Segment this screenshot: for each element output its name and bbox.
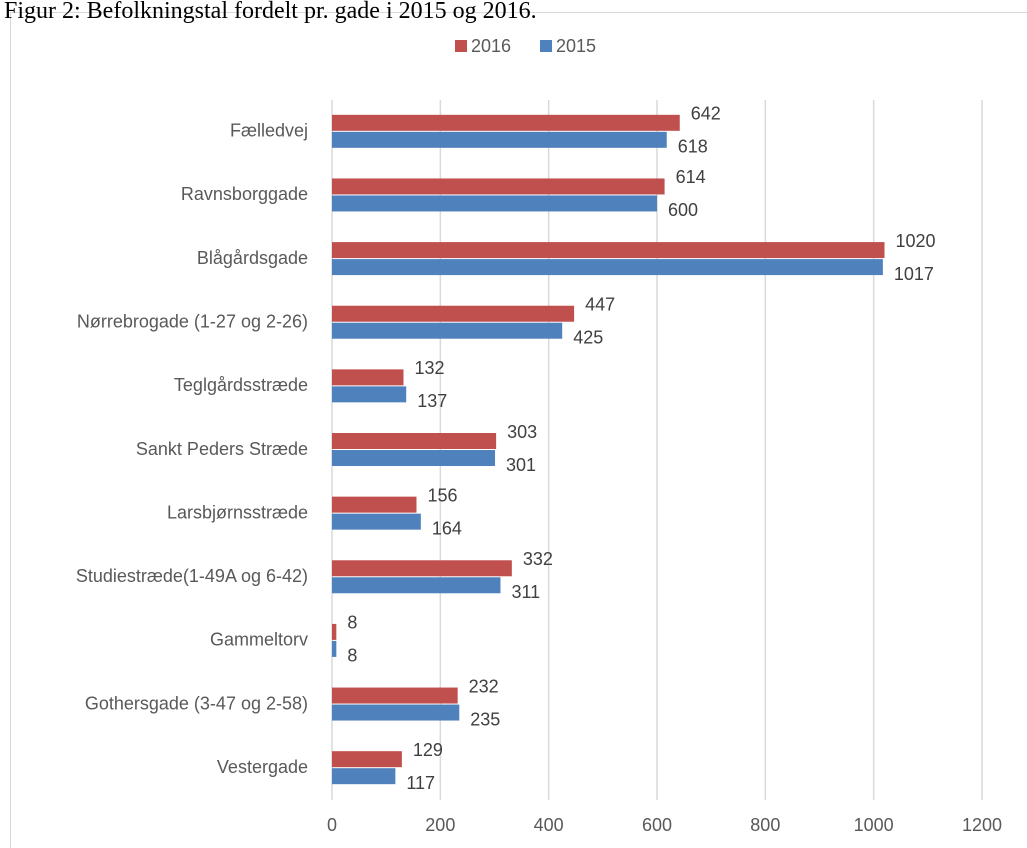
legend-swatch bbox=[540, 40, 552, 52]
data-label: 132 bbox=[415, 358, 445, 378]
x-tick-label: 0 bbox=[327, 815, 337, 835]
bar bbox=[332, 577, 501, 594]
bar bbox=[332, 751, 402, 768]
bar bbox=[332, 131, 667, 148]
data-label: 117 bbox=[406, 773, 435, 793]
y-tick-label: Gothersgade (3-47 og 2-58) bbox=[85, 693, 308, 713]
bar bbox=[332, 623, 337, 640]
y-tick-label: Nørrebrogade (1-27 og 2-26) bbox=[77, 311, 308, 331]
bar bbox=[332, 496, 417, 513]
bar bbox=[332, 687, 458, 704]
data-label: 425 bbox=[573, 327, 603, 347]
bar bbox=[332, 305, 575, 322]
data-label: 303 bbox=[507, 422, 537, 442]
x-tick-label: 400 bbox=[534, 815, 564, 835]
chart-border bbox=[10, 12, 1027, 848]
data-label: 447 bbox=[585, 294, 615, 314]
data-label: 332 bbox=[523, 549, 553, 569]
data-label: 311 bbox=[511, 582, 540, 602]
x-tick-label: 200 bbox=[425, 815, 455, 835]
bar bbox=[332, 369, 404, 386]
bar bbox=[332, 259, 883, 276]
data-label: 235 bbox=[470, 709, 500, 729]
bar bbox=[332, 386, 407, 403]
bar bbox=[332, 704, 460, 721]
data-label: 301 bbox=[506, 455, 536, 475]
y-tick-label: Sankt Peders Stræde bbox=[136, 439, 308, 459]
y-tick-label: Vestergade bbox=[217, 757, 308, 777]
bar bbox=[332, 513, 421, 530]
data-label: 600 bbox=[668, 200, 698, 220]
bar bbox=[332, 322, 563, 339]
bar bbox=[332, 560, 512, 577]
bar bbox=[332, 640, 337, 657]
y-tick-label: Gammeltorv bbox=[210, 630, 308, 650]
bar bbox=[332, 242, 885, 259]
bar bbox=[332, 195, 657, 212]
x-tick-label: 600 bbox=[642, 815, 672, 835]
data-label: 8 bbox=[347, 646, 357, 666]
x-tick-label: 800 bbox=[750, 815, 780, 835]
bar bbox=[332, 178, 665, 195]
bar bbox=[332, 450, 496, 466]
data-label: 642 bbox=[691, 104, 721, 124]
data-label: 1017 bbox=[894, 264, 934, 284]
y-tick-label: Blågårdsgade bbox=[197, 248, 308, 268]
bar bbox=[332, 433, 497, 449]
bar bbox=[332, 768, 396, 785]
data-label: 1020 bbox=[896, 231, 936, 251]
data-label: 232 bbox=[469, 676, 499, 696]
data-label: 164 bbox=[432, 518, 462, 538]
chart-title: Figur 2: Befolkningstal fordelt pr. gade… bbox=[4, 0, 537, 24]
data-label: 614 bbox=[676, 167, 706, 187]
legend-label: 2016 bbox=[471, 36, 511, 56]
legend-label: 2015 bbox=[556, 36, 596, 56]
y-tick-label: Teglgårdsstræde bbox=[174, 375, 308, 395]
data-label: 8 bbox=[347, 613, 357, 633]
y-tick-label: Ravnsborggade bbox=[181, 184, 308, 204]
y-tick-label: Fælledvej bbox=[230, 121, 308, 141]
legend-swatch bbox=[455, 40, 467, 52]
data-label: 618 bbox=[678, 137, 708, 157]
y-tick-label: Larsbjørnsstræde bbox=[167, 502, 308, 522]
x-tick-label: 1000 bbox=[854, 815, 894, 835]
y-tick-label: Studiestræde(1-49A og 6-42) bbox=[76, 566, 308, 586]
data-label: 129 bbox=[413, 740, 443, 760]
x-tick-label: 1200 bbox=[962, 815, 1002, 835]
data-label: 137 bbox=[417, 391, 447, 411]
bar bbox=[332, 114, 680, 131]
data-label: 156 bbox=[428, 485, 458, 505]
